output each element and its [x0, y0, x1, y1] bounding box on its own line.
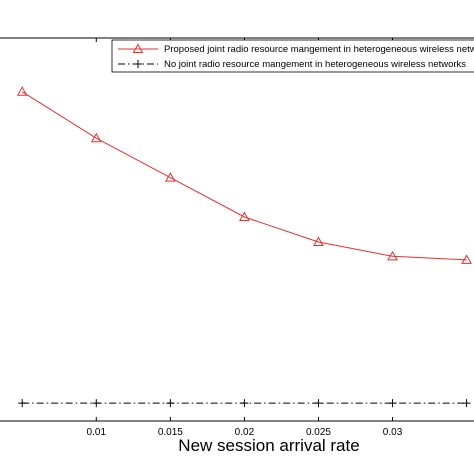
- series-layer: [16, 86, 472, 408]
- x-tick-label: 0.03: [383, 427, 403, 438]
- data-point-proposed: [461, 254, 472, 264]
- data-point-no-joint: [92, 399, 101, 408]
- data-point-proposed: [313, 236, 324, 247]
- data-point-no-joint: [388, 399, 397, 408]
- data-point-no-joint: [166, 399, 175, 408]
- data-point-proposed: [387, 250, 398, 261]
- legend-marker-no-joint: [134, 60, 142, 68]
- legend-label-no-joint: No joint radio resource mangement in het…: [164, 59, 466, 70]
- x-tick-label: 0.015: [158, 427, 183, 438]
- legend: Proposed joint radio resource mangement …: [111, 39, 474, 73]
- data-point-proposed: [90, 132, 102, 143]
- data-point-no-joint: [240, 399, 249, 408]
- data-point-proposed: [164, 172, 176, 182]
- data-point-proposed: [16, 86, 28, 96]
- x-tick-label: 0.02: [235, 427, 255, 438]
- legend-label-proposed: Proposed joint radio resource mangement …: [164, 44, 474, 55]
- x-axis-title: New session arrival rate: [178, 436, 359, 455]
- plot-frame: [0, 37, 474, 422]
- series-line-proposed: [21, 91, 467, 261]
- x-tick-label: 0.01: [87, 427, 107, 438]
- legend-box: [111, 39, 474, 73]
- x-tick-label: 0.025: [306, 427, 331, 438]
- x-ticks: 0.01 0.015 0.02 0.025 0.03: [87, 38, 403, 438]
- data-point-no-joint: [18, 399, 27, 408]
- data-point-no-joint: [314, 399, 323, 408]
- data-point-no-joint: [462, 399, 471, 408]
- data-point-proposed: [239, 211, 250, 221]
- legend-marker-proposed: [132, 43, 144, 53]
